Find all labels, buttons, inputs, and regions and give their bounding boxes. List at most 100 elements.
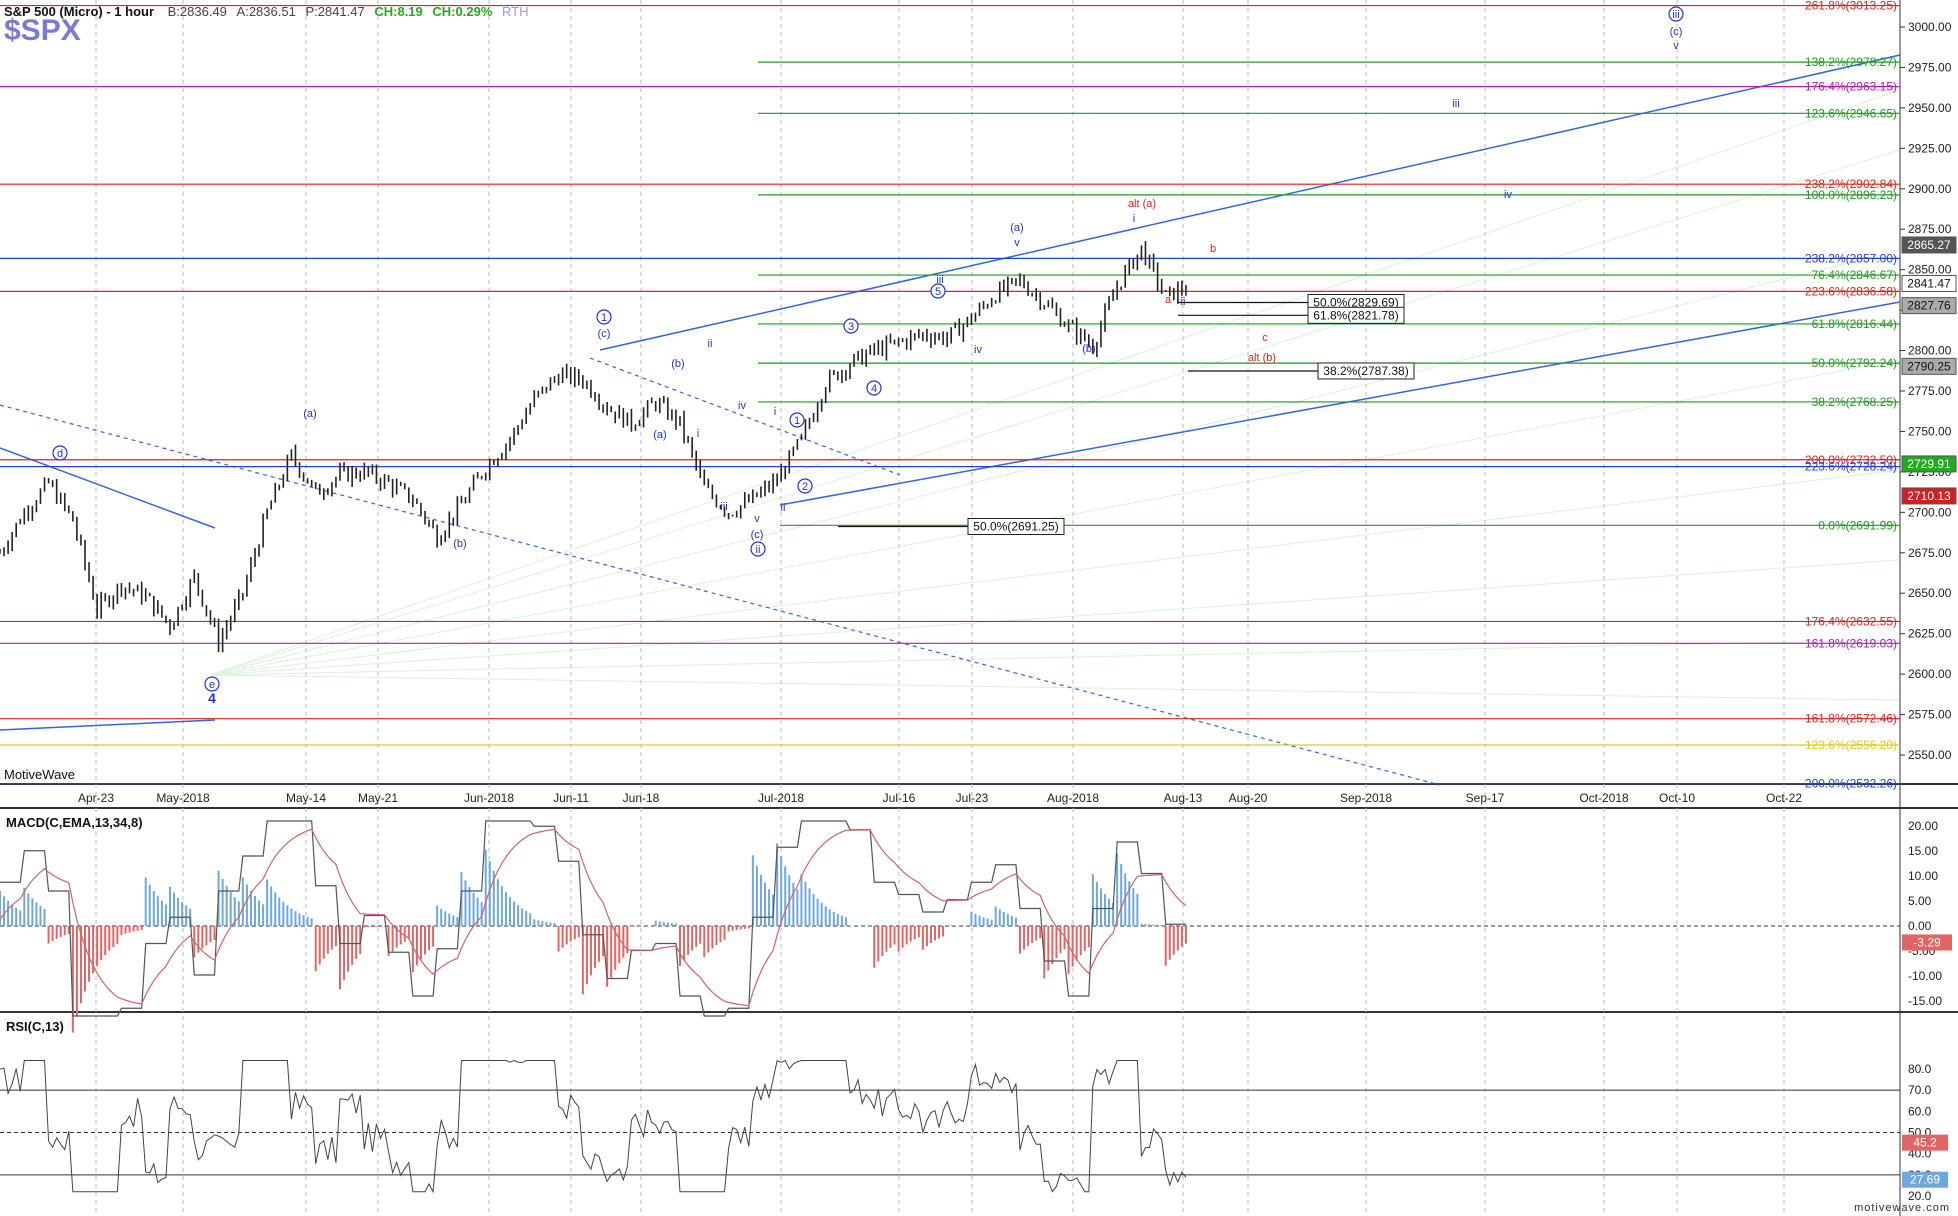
wave-label-circle (204, 676, 220, 692)
y-tick-label: 2600.00 (1908, 667, 1952, 681)
price-tag-label: 2729.91 (1907, 457, 1951, 471)
change-pct-readout: CH:0.29% (432, 4, 493, 19)
wave-label: (b) (1082, 343, 1095, 355)
fan-line (209, 249, 1901, 676)
macd-y-tick-label: -10.00 (1908, 969, 1942, 983)
price-tag-label: 2827.76 (1907, 299, 1951, 313)
wave-label: alt (b) (1248, 352, 1276, 364)
trend-line (0, 719, 216, 731)
fan-line (209, 639, 1901, 676)
retracement-box (1307, 306, 1405, 324)
fib-level-label: 238.2%(2857.00) (1805, 251, 1897, 265)
wave-label: 1 (601, 312, 607, 324)
wave-label-circle (930, 283, 946, 299)
wave-label-circle (596, 309, 612, 325)
price-tag (1901, 274, 1957, 292)
wave-label-circle (843, 318, 859, 334)
wave-label: (c) (751, 529, 764, 541)
x-tick-label: Apr-23 (78, 791, 114, 805)
price-tag (1901, 236, 1957, 254)
rsi-y-tick-label: 70.0 (1908, 1083, 1932, 1097)
wave-label: alt (a) (1128, 198, 1156, 210)
wave-label: i (774, 406, 776, 418)
y-tick-label: 2750.00 (1908, 424, 1952, 438)
fib-level-label: 200.0%(2532.26) (1805, 777, 1897, 791)
y-tick-label: 2875.00 (1908, 222, 1952, 236)
wave-label: ii (756, 544, 761, 556)
wave-label: (a) (1010, 222, 1023, 234)
wave-label: iii (720, 501, 727, 513)
wave-label-circle (52, 445, 68, 461)
wave-label: d (57, 448, 63, 460)
y-tick-label: 2950.00 (1908, 101, 1952, 115)
x-tick-label: Sep-2018 (1340, 791, 1392, 805)
rsi-title: RSI(C,13) (6, 1019, 64, 1034)
wave-label: ii (708, 338, 713, 350)
wave-label: c (1262, 332, 1268, 344)
price-bars (0, 241, 1187, 653)
fan-line (209, 559, 1901, 676)
footer-url: motivewave.com (1854, 1202, 1950, 1214)
wave-label: (b) (671, 358, 684, 370)
ask-readout: A:2836.51 (236, 4, 296, 19)
wave-label: i (697, 428, 699, 440)
fib-level-label: 123.6%(2556.20) (1805, 738, 1897, 752)
y-tick-label: 2675.00 (1908, 546, 1952, 560)
x-tick-label: Oct-22 (1766, 791, 1802, 805)
retracement-box (967, 517, 1065, 535)
wave-label: ii (781, 502, 786, 514)
wave-label: iii (1452, 98, 1459, 110)
y-tick-label: 2575.00 (1908, 708, 1952, 722)
wave-label: iv (738, 400, 746, 412)
retracement-label: 38.2%(2787.38) (1323, 364, 1408, 378)
price-tag-label: 2710.13 (1907, 489, 1951, 503)
wave-label: iii (936, 274, 943, 286)
macd-title: MACD(C,EMA,13,34,8) (6, 815, 143, 830)
wave-label: 2 (802, 481, 808, 493)
wave-label: (c) (1670, 26, 1683, 38)
price-tag (1901, 487, 1957, 505)
wave-label: (b) (453, 538, 466, 550)
rsi-line (0, 1059, 1187, 1194)
wave-label: (c) (598, 328, 611, 340)
fan-lines (209, 89, 1901, 701)
session-readout: RTH (502, 4, 529, 19)
symbol-label: $SPX (4, 14, 81, 47)
bid-readout: B:2836.49 (167, 4, 227, 19)
macd-value-tag (1902, 934, 1952, 951)
y-tick-label: 3000.00 (1908, 20, 1952, 34)
y-tick-label: 2925.00 (1908, 141, 1952, 155)
fib-level-label: 238.2%(2902.84) (1805, 177, 1897, 191)
fib-level-label: 261.8%(3013.25) (1805, 0, 1897, 13)
x-tick-label: Oct-2018 (1579, 791, 1629, 805)
x-tick-label: Jun-18 (623, 791, 660, 805)
wave-label: 1 (794, 415, 800, 427)
wave-label: 5 (935, 286, 941, 298)
rsi-value-label: 27.69 (1910, 1173, 1940, 1187)
price-tag (1901, 357, 1957, 375)
fib-level-label: 0.0%(2691.99) (1818, 518, 1897, 532)
watermark: MotiveWave (4, 767, 76, 782)
x-tick-label: Aug-13 (1164, 791, 1203, 805)
x-tick-label: Jul-16 (883, 791, 916, 805)
fib-level-label: 100.0%(2896.23) (1805, 188, 1897, 202)
wave-label: iv (1504, 189, 1512, 201)
fib-level-label: 123.6%(2946.65) (1805, 106, 1897, 120)
wave-label: 4 (871, 383, 877, 395)
fib-level-label: 223.6%(2836.58) (1805, 284, 1897, 298)
trend-line-dashed (0, 404, 1441, 786)
y-tick-label: 2775.00 (1908, 384, 1952, 398)
fan-line (209, 89, 1901, 676)
macd-y-tick-label: 0.00 (1908, 919, 1932, 933)
fan-line (209, 359, 1901, 676)
wave-label: (a) (653, 429, 666, 441)
macd-y-tick-label: 20.00 (1908, 819, 1938, 833)
wave-label: 4 (208, 690, 216, 706)
y-tick-label: 2700.00 (1908, 505, 1952, 519)
retracement-box (1317, 362, 1415, 380)
rsi-y-tick-label: 80.0 (1908, 1062, 1932, 1076)
fib-level-label: 61.8%(2816.44) (1812, 317, 1897, 331)
price-tag-label: 2841.47 (1907, 276, 1951, 290)
chart-title: S&P 500 (Micro) - 1 hour (4, 4, 155, 19)
trend-line (0, 447, 216, 529)
